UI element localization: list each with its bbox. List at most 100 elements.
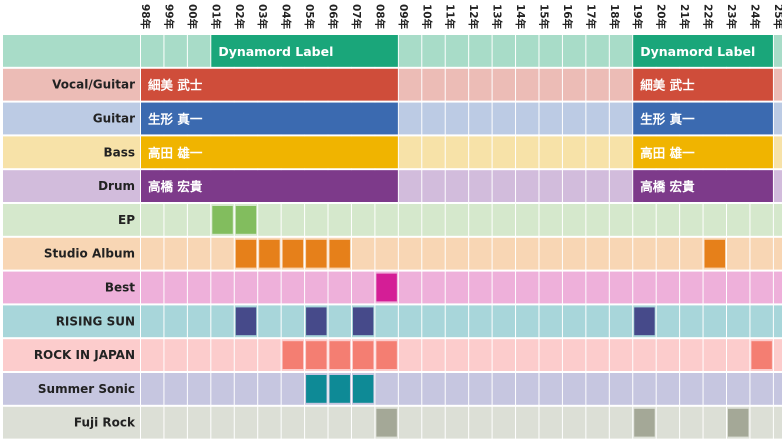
grid-cell: [680, 406, 703, 439]
grid-cell: [141, 339, 164, 371]
year-label: 98年: [139, 4, 152, 30]
year-label: 02年: [233, 4, 246, 30]
grid-cell: [773, 102, 782, 135]
grid-cell: [211, 406, 234, 439]
grid-cell: [469, 68, 492, 101]
grid-cell: [328, 204, 351, 236]
grid-cell: [539, 406, 562, 439]
grid-cell: [375, 204, 398, 236]
grid-cell: [773, 204, 782, 236]
row-label: EP: [118, 213, 135, 227]
grid-cell: [492, 237, 516, 270]
year-label: 01年: [209, 4, 222, 30]
grid-cell: [492, 339, 516, 371]
grid-cell: [141, 373, 164, 405]
grid-cell: [445, 170, 469, 202]
grid-cell: [516, 373, 539, 405]
grid-cell: [398, 68, 422, 101]
row-label-cell: [3, 305, 140, 338]
grid-cell: [539, 305, 562, 338]
grid-cell: [727, 373, 750, 405]
year-label: 17年: [584, 4, 597, 30]
span-bar-label: 高田 雄一: [640, 145, 695, 160]
grid-cell: [609, 339, 633, 371]
year-mark: [704, 239, 725, 268]
grid-cell: [492, 102, 516, 135]
year-mark: [306, 239, 327, 268]
grid-cell: [539, 237, 562, 270]
grid-cell: [703, 406, 726, 439]
grid-cell: [539, 136, 562, 169]
grid-cell: [516, 339, 539, 371]
grid-cell: [398, 136, 422, 169]
row-label: Vocal/Guitar: [52, 78, 135, 92]
grid-cell: [164, 35, 187, 67]
grid-cell: [773, 373, 782, 405]
rows-layer: Vocal/Guitar Guitar Bass Drum EP Studio Album…: [3, 35, 782, 439]
year-label: 03年: [256, 4, 269, 30]
grid-cell: [351, 406, 375, 439]
span-bar-label: 高橋 宏貴: [640, 179, 695, 194]
grid-cell: [234, 339, 258, 371]
year-label: 99年: [162, 4, 175, 30]
grid-cell: [586, 339, 609, 371]
grid-cell: [469, 271, 492, 304]
grid-cell: [562, 237, 586, 270]
grid-cell: [187, 237, 211, 270]
grid-cell: [187, 35, 211, 67]
row-label-cell: [3, 406, 140, 439]
grid-cell: [609, 373, 633, 405]
grid-cell: [680, 271, 703, 304]
grid-cell: [258, 339, 281, 371]
year-label: 11年: [444, 4, 457, 30]
year-mark: [376, 273, 397, 302]
grid-cell: [656, 339, 680, 371]
grid-cell: [516, 102, 539, 135]
grid-cell: [211, 237, 234, 270]
grid-cell: [281, 305, 305, 338]
grid-cell: [351, 237, 375, 270]
row-label-cell: [3, 373, 140, 405]
grid-cell: [375, 237, 398, 270]
grid-cell: [234, 373, 258, 405]
span-bar: [633, 102, 773, 135]
grid-cell: [703, 204, 726, 236]
grid-cell: [422, 237, 445, 270]
grid-cell: [773, 35, 782, 67]
grid-cell: [609, 237, 633, 270]
grid-cell: [398, 204, 422, 236]
grid-cell: [445, 102, 469, 135]
grid-cell: [586, 35, 609, 67]
grid-cell: [469, 237, 492, 270]
span-bar: [141, 136, 398, 169]
row-label-cell: [3, 35, 140, 67]
row-label-cell: [3, 204, 140, 236]
grid-cell: [141, 406, 164, 439]
grid-cell: [164, 204, 187, 236]
grid-cell: [422, 136, 445, 169]
grid-cell: [609, 102, 633, 135]
span-bar-label: Dynamord Label: [640, 44, 755, 59]
grid-cell: [727, 237, 750, 270]
grid-cell: [258, 305, 281, 338]
grid-cell: [586, 102, 609, 135]
span-bar: [633, 170, 773, 202]
grid-cell: [609, 68, 633, 101]
grid-cell: [258, 373, 281, 405]
grid-cell: [258, 271, 281, 304]
grid-cell: [492, 373, 516, 405]
row-label-cell: [3, 170, 140, 202]
grid-cell: [680, 305, 703, 338]
grid-cell: [187, 305, 211, 338]
grid-cell: [375, 373, 398, 405]
grid-cell: [281, 373, 305, 405]
grid-cell: [586, 271, 609, 304]
grid-cell: [445, 35, 469, 67]
year-mark: [235, 239, 257, 268]
grid-cell: [633, 204, 656, 236]
grid-cell: [492, 170, 516, 202]
year-mark: [212, 206, 233, 234]
grid-cell: [187, 339, 211, 371]
grid-cell: [492, 35, 516, 67]
grid-cell: [469, 136, 492, 169]
